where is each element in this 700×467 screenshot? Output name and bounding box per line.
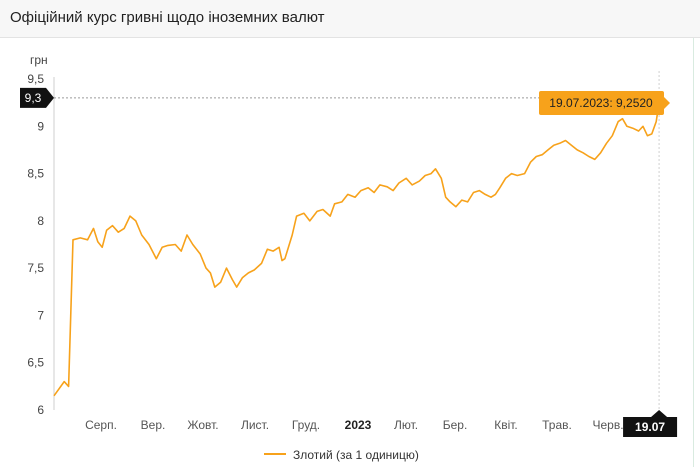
header-bar: Офіційний курс гривні щодо іноземних вал…	[0, 0, 700, 38]
crosshair-x-label-box	[623, 410, 678, 437]
x-tick-label: Лют.	[394, 418, 418, 432]
legend-label: Злотий (за 1 одиницю)	[293, 448, 419, 462]
y-tick-label: 9	[37, 119, 44, 133]
x-tick-label: Черв.	[592, 418, 623, 432]
x-tick-label: Жовт.	[187, 418, 218, 432]
crosshair-y-label: 9,3	[25, 91, 42, 105]
y-tick-label: 7	[37, 308, 44, 322]
tooltip-box	[539, 91, 664, 115]
y-axis-unit-label: грн	[30, 53, 48, 67]
x-tick-label: Лист.	[241, 418, 269, 432]
y-tick-label: 6	[37, 403, 44, 417]
x-tick-label: Вер.	[141, 418, 166, 432]
x-tick-label: Квіт.	[494, 418, 518, 432]
y-tick-label: 8	[37, 214, 44, 228]
panel-border	[693, 38, 694, 467]
crosshair-x-label: 19.07	[635, 420, 665, 434]
series-line-zloty	[53, 102, 660, 397]
x-tick-label: Трав.	[542, 418, 572, 432]
y-tick-label: 7,5	[27, 261, 44, 275]
tooltip-text: 19.07.2023: 9,2520	[549, 96, 653, 110]
page-title: Офіційний курс гривні щодо іноземних вал…	[10, 9, 325, 26]
y-tick-label: 6,5	[27, 356, 44, 370]
x-tick-label: Бер.	[443, 418, 468, 432]
x-tick-label: Серп.	[85, 418, 117, 432]
x-tick-label: Груд.	[292, 418, 320, 432]
y-tick-label: 8,5	[27, 167, 44, 181]
crosshair-y-label-box	[20, 87, 54, 108]
y-tick-label: 9,5	[27, 72, 44, 86]
tooltip-pointer	[664, 97, 670, 109]
x-tick-label: 2023	[345, 418, 372, 432]
